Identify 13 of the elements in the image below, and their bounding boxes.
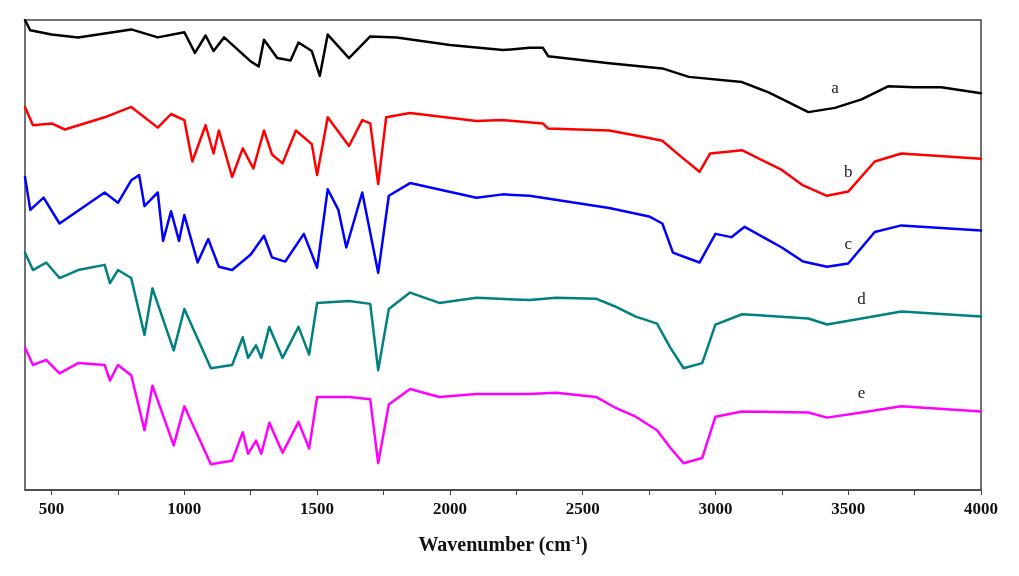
series-label: a	[831, 78, 840, 98]
x-tick-label: 3500	[831, 499, 866, 518]
x-tick-label: 500	[38, 499, 65, 518]
x-tick-label: 4000	[964, 499, 998, 518]
series-label: c	[844, 233, 853, 253]
series-label: d	[857, 288, 867, 308]
x-tick-label: 1500	[300, 499, 335, 518]
x-tick-label: 2500	[565, 499, 600, 518]
series-label: b	[843, 162, 853, 182]
x-tick-label: 3000	[698, 499, 733, 518]
x-tick-label: 1000	[167, 499, 202, 518]
x-tick-label: 2000	[432, 499, 467, 518]
series-label: e	[857, 382, 866, 402]
